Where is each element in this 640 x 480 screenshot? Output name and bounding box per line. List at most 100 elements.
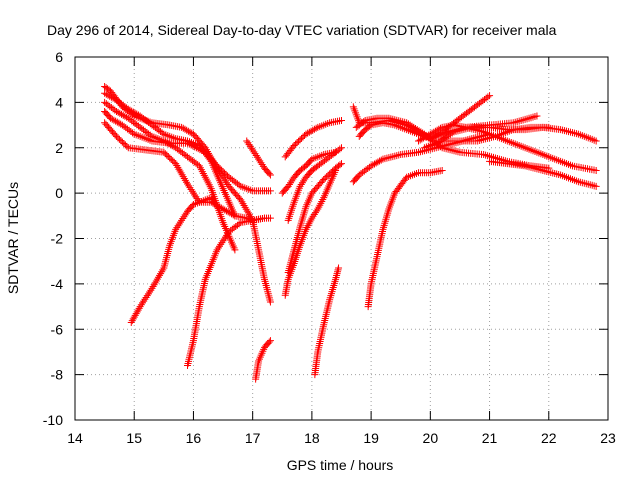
data-point (120, 139, 128, 147)
data-point (221, 233, 229, 241)
data-point (211, 199, 219, 207)
data-point (229, 211, 237, 219)
data-point (320, 176, 328, 184)
data-point (139, 299, 147, 307)
data-point (223, 179, 231, 187)
data-point (249, 146, 257, 154)
data-point (218, 166, 226, 174)
data-point (266, 214, 274, 222)
x-tick-label: 16 (186, 430, 202, 446)
data-point (128, 317, 136, 325)
data-point (114, 134, 122, 142)
data-point (198, 146, 206, 154)
data-point (112, 132, 120, 140)
data-point (131, 311, 139, 319)
data-point (221, 169, 229, 177)
data-point (244, 139, 252, 147)
data-point (210, 197, 218, 205)
data-point (293, 139, 301, 147)
x-tick-label: 22 (541, 430, 557, 446)
data-point (332, 166, 340, 174)
data-point (208, 195, 216, 203)
series-arc-4 (101, 107, 274, 195)
chart-title: Day 296 of 2014, Sidereal Day-to-day VTE… (47, 22, 557, 38)
data-point (257, 159, 265, 167)
y-tick-label: -8 (51, 367, 64, 383)
data-markers (101, 82, 600, 383)
data-point (219, 168, 227, 176)
data-point (172, 225, 180, 233)
data-point (215, 163, 223, 171)
data-point (231, 246, 239, 254)
data-point (146, 288, 154, 296)
data-point (336, 145, 344, 153)
data-point (290, 141, 298, 149)
data-point (176, 218, 184, 226)
series-arc-9 (252, 337, 274, 383)
data-point (141, 295, 149, 303)
data-point (255, 155, 263, 163)
data-point (220, 235, 228, 243)
data-point (143, 292, 151, 300)
series-arc-7 (184, 214, 269, 370)
data-point (164, 153, 172, 161)
data-point (323, 173, 331, 181)
data-point (127, 318, 135, 326)
data-point (338, 160, 345, 168)
y-tick-label: -4 (51, 276, 64, 292)
data-point (247, 144, 255, 152)
y-tick-label: 2 (55, 140, 63, 156)
y-tick-label: -2 (51, 231, 64, 247)
data-point (284, 182, 292, 190)
data-point (310, 210, 318, 218)
data-point (404, 120, 412, 128)
data-point (251, 150, 259, 158)
data-point (191, 191, 199, 199)
data-point (184, 180, 192, 188)
data-point (213, 203, 221, 211)
data-point (258, 161, 266, 169)
data-point (123, 142, 131, 150)
data-point (192, 144, 200, 152)
data-point (338, 117, 345, 125)
data-point (219, 237, 227, 245)
data-point (338, 144, 345, 152)
data-point (175, 220, 183, 228)
data-point (299, 133, 307, 141)
data-point (448, 129, 456, 137)
data-point (545, 123, 553, 131)
data-point (410, 123, 418, 131)
series-arc-19 (349, 130, 494, 186)
data-point (160, 148, 168, 156)
x-tick-label: 18 (304, 430, 320, 446)
data-point (308, 214, 316, 222)
data-point (133, 308, 141, 316)
data-point (174, 222, 182, 230)
data-point (288, 177, 296, 185)
data-point (167, 155, 175, 163)
data-point (235, 220, 243, 228)
data-point (213, 162, 221, 170)
data-point (256, 157, 264, 165)
x-tick-label: 20 (423, 430, 439, 446)
data-point (377, 156, 385, 164)
data-point (412, 124, 420, 132)
data-point (214, 244, 222, 252)
data-point (360, 118, 368, 126)
grid-lines (75, 57, 608, 420)
series-arc-10 (281, 117, 345, 161)
series-arc-24 (426, 123, 553, 149)
data-point (158, 129, 166, 137)
data-point (163, 151, 171, 159)
data-point (189, 142, 197, 150)
data-point (187, 185, 195, 193)
data-point (144, 290, 152, 298)
plot-frame (74, 56, 609, 421)
data-point (324, 171, 332, 179)
data-point (366, 122, 374, 130)
data-point (147, 286, 155, 294)
data-point (189, 189, 197, 197)
axis-ticks (74, 56, 609, 421)
data-point (142, 293, 150, 301)
